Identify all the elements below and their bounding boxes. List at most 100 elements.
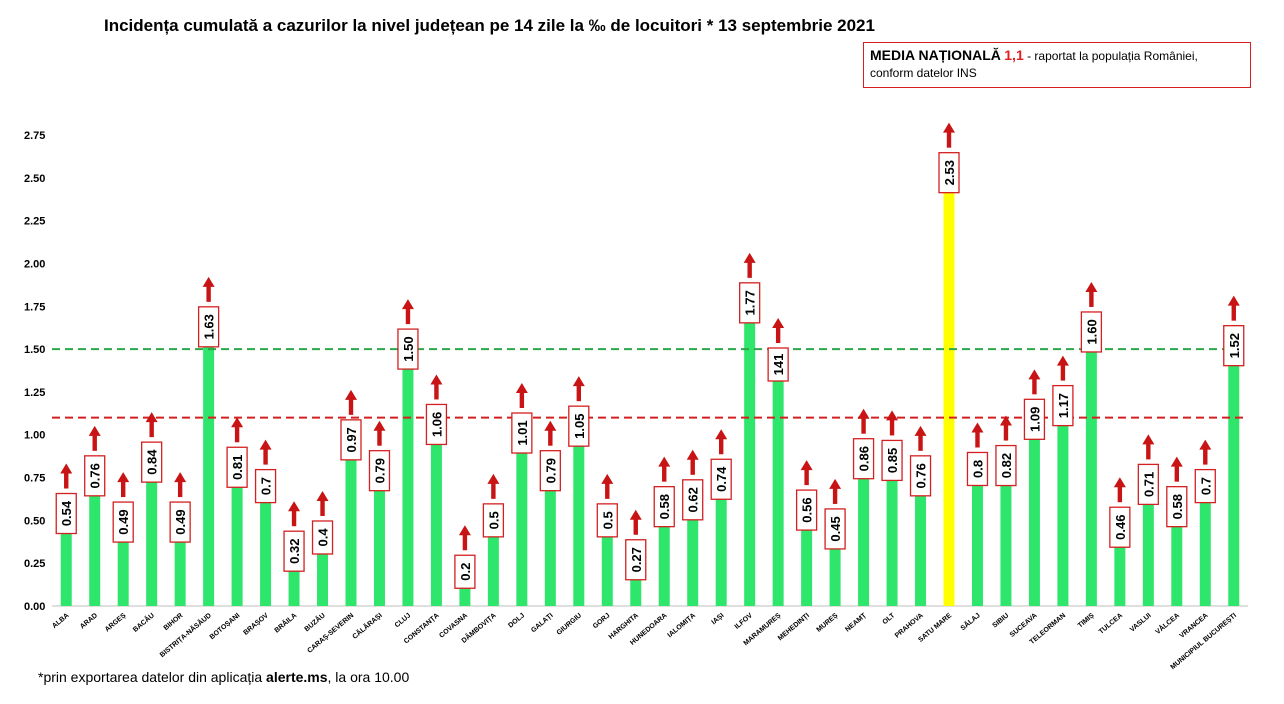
data-label-box: [909, 455, 932, 497]
bar: [345, 439, 357, 606]
data-label: 1.77: [743, 290, 758, 315]
x-tick-label: IAȘI: [711, 612, 726, 626]
data-label: 0.86: [857, 446, 872, 471]
data-label-box: [653, 486, 675, 528]
x-tick-label: ILFOV: [734, 612, 755, 631]
x-tick-label: MEHEDINȚI: [777, 612, 811, 642]
national-average-text: - raportat la populația României, confor…: [870, 49, 1198, 80]
data-label-box: [1080, 311, 1103, 353]
y-tick-label: 1.50: [24, 344, 45, 356]
trend-arrow-head: [1028, 369, 1041, 380]
data-label-box: [1166, 486, 1188, 528]
data-label-box: [938, 152, 960, 194]
bar: [687, 499, 699, 606]
trend-arrow-head: [914, 425, 927, 436]
trend-arrow-shaft: [1146, 442, 1151, 460]
y-tick-label: 0.00: [24, 601, 45, 613]
footnote-prefix: *prin exportarea datelor din aplicația: [38, 669, 267, 685]
trend-arrow-head: [60, 463, 73, 474]
data-label-box: [767, 347, 789, 382]
trend-arrow-shaft: [946, 130, 952, 148]
data-label: 1.05: [572, 414, 587, 439]
bar: [1228, 345, 1240, 606]
footnote-app: alerte.ms: [266, 669, 328, 685]
data-label-box: [625, 539, 647, 581]
trend-arrow-head: [658, 456, 671, 467]
trend-arrow-shaft: [348, 397, 354, 415]
bar: [858, 458, 870, 606]
data-label: 1.06: [429, 412, 444, 437]
data-label: 0.56: [800, 497, 815, 522]
data-label: 0.58: [657, 494, 672, 519]
trend-arrow-shaft: [662, 464, 667, 482]
data-label: 0.46: [1113, 515, 1128, 540]
bar: [117, 522, 129, 606]
trend-arrow-head: [715, 429, 728, 440]
x-tick-label: ALBA: [51, 612, 70, 630]
data-label-box: [1137, 463, 1159, 506]
trend-arrow-shaft: [690, 457, 695, 475]
data-label: 0.4: [316, 528, 331, 547]
x-tick-label: BRAȘOV: [242, 612, 270, 637]
footnote-suffix: , la ora 10.00: [327, 669, 410, 685]
trend-arrow-head: [800, 460, 813, 471]
data-label: 0.85: [885, 448, 900, 473]
y-tick-label: 1.00: [24, 430, 45, 442]
trend-arrow-head: [288, 501, 301, 512]
bar: [174, 522, 186, 606]
trend-arrow-shaft: [718, 437, 724, 455]
x-tick-label: ARAD: [79, 612, 99, 630]
x-tick-label: GALAȚI: [530, 612, 554, 634]
trend-arrow-shaft: [491, 481, 496, 499]
data-label: 0.97: [344, 427, 359, 452]
data-label-box: [55, 492, 77, 535]
bar: [573, 426, 585, 606]
y-tick-label: 1.25: [24, 387, 45, 399]
x-tick-label: CĂLĂRAȘI: [350, 611, 384, 641]
data-label-box: [397, 328, 419, 370]
trend-arrow-shaft: [1231, 303, 1236, 321]
data-label-box: [710, 458, 732, 500]
trend-arrow-head: [743, 252, 756, 263]
bar: [744, 302, 756, 606]
bar: [89, 475, 101, 606]
data-label-box: [1052, 384, 1074, 427]
x-tick-label: TULCEA: [1098, 612, 1124, 636]
trend-arrow-head: [999, 415, 1012, 426]
data-label-box: [824, 508, 846, 550]
trend-arrow-shaft: [291, 509, 297, 527]
national-average-box: MEDIA NAȚIONALĂ 1,1 - raportat la popula…: [863, 42, 1251, 88]
bar: [829, 528, 841, 606]
bar: [430, 424, 442, 606]
trend-arrow-head: [202, 276, 215, 287]
bar: [971, 468, 983, 606]
bar: [658, 506, 670, 606]
data-label-box: [169, 501, 191, 543]
bar: [260, 486, 272, 606]
trend-arrow-shaft: [832, 486, 838, 504]
trend-arrow-shaft: [405, 307, 411, 325]
bar: [203, 326, 215, 606]
trend-arrow-head: [886, 410, 899, 421]
trend-arrow-shaft: [605, 481, 610, 499]
bar: [1085, 331, 1097, 606]
data-label-box: [283, 530, 305, 572]
trend-arrow-head: [572, 376, 585, 387]
data-label-box: [340, 419, 362, 461]
x-tick-label: VÂLCEA: [1153, 611, 1181, 636]
x-tick-label: SĂLAJ: [958, 611, 981, 633]
data-label: 0.2: [458, 563, 473, 581]
data-label-box: [682, 479, 704, 521]
trend-arrow-shaft: [548, 428, 553, 446]
x-tick-label: BOTOȘANI: [209, 612, 242, 641]
y-tick-label: 2.50: [24, 173, 45, 185]
trend-arrow-head: [1227, 295, 1240, 306]
data-label: 0.5: [600, 511, 615, 529]
trend-arrow-head: [145, 412, 158, 423]
x-tick-label: VASLUI: [1129, 612, 1153, 634]
bar: [402, 349, 414, 606]
trend-arrow-head: [1113, 477, 1126, 488]
data-label-box: [1223, 325, 1245, 367]
trend-arrow-shaft: [861, 416, 866, 434]
